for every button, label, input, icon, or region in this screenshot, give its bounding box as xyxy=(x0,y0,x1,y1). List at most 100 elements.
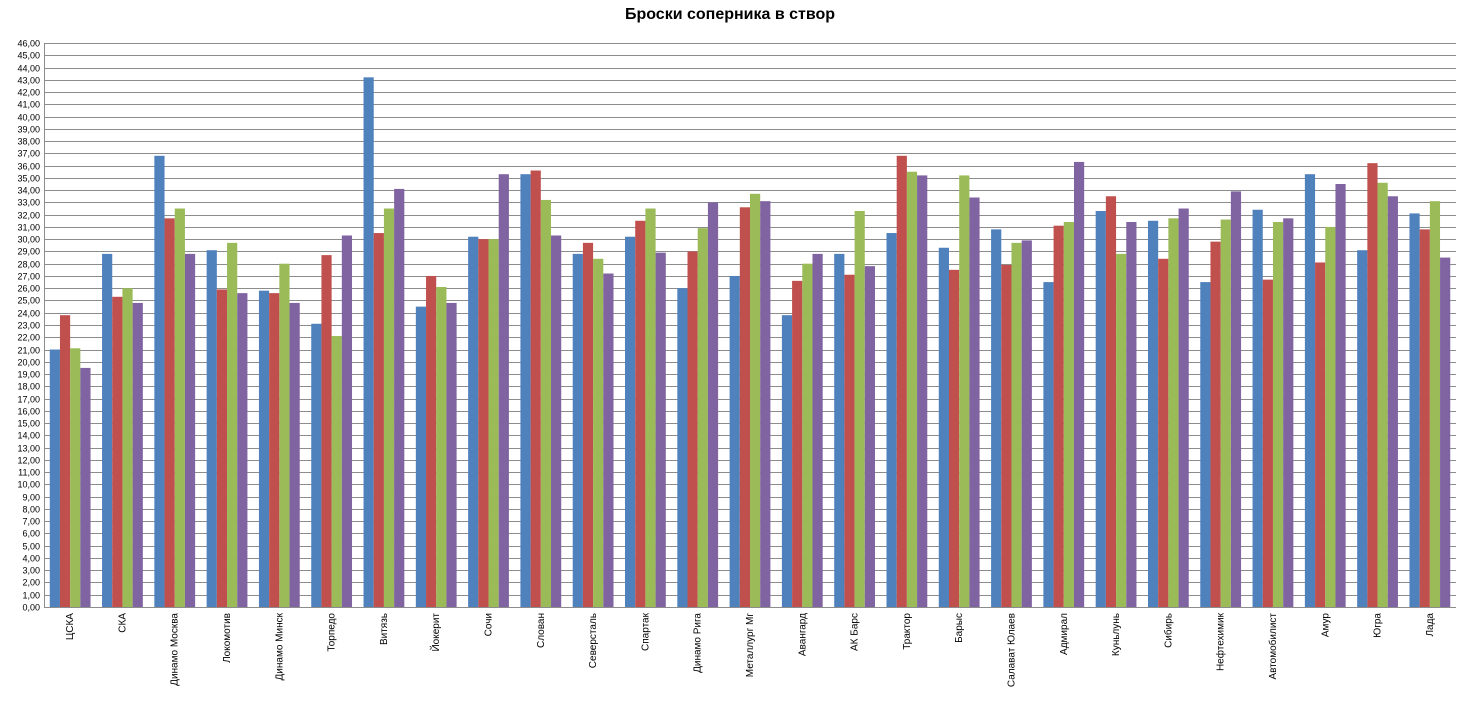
bar xyxy=(750,193,761,607)
x-category-label: Сочи xyxy=(484,613,495,636)
bar xyxy=(1126,222,1137,607)
bar xyxy=(1073,161,1085,608)
bar xyxy=(311,323,322,607)
bar xyxy=(834,253,845,607)
y-tick-label: 34,00 xyxy=(17,186,40,196)
bar xyxy=(1200,282,1211,607)
bar xyxy=(603,273,614,607)
bar xyxy=(854,210,865,607)
bar xyxy=(1262,279,1273,607)
bar xyxy=(530,170,541,607)
y-tick-label: 9,00 xyxy=(22,493,40,503)
y-tick-label: 44,00 xyxy=(17,64,40,74)
bar xyxy=(1409,213,1420,607)
bar xyxy=(383,208,395,608)
y-tick-label: 3,00 xyxy=(22,566,40,576)
bar xyxy=(593,258,604,607)
y-tick-label: 13,00 xyxy=(17,444,40,454)
bar xyxy=(572,253,583,607)
y-tick-label: 5,00 xyxy=(22,542,40,552)
bar xyxy=(436,286,447,607)
bar xyxy=(227,242,238,607)
y-tick-label: 25,00 xyxy=(17,296,40,306)
y-tick-label: 12,00 xyxy=(17,456,40,466)
bar xyxy=(331,336,342,607)
bar xyxy=(687,251,698,607)
bar xyxy=(1419,229,1430,607)
bar xyxy=(164,218,175,607)
bar xyxy=(59,315,71,607)
bar xyxy=(677,288,688,607)
bar xyxy=(697,228,708,607)
bar xyxy=(1105,196,1117,607)
bar xyxy=(1272,222,1284,607)
bar xyxy=(1429,201,1441,607)
bar xyxy=(1158,258,1169,607)
bar xyxy=(520,174,531,608)
y-tick-label: 43,00 xyxy=(17,76,40,86)
x-category-label: Динамо Москва xyxy=(170,613,181,686)
bar xyxy=(760,201,771,607)
bar xyxy=(906,171,918,607)
bar xyxy=(959,175,970,607)
bar xyxy=(1021,240,1032,607)
bar xyxy=(1252,209,1263,607)
bar xyxy=(1230,191,1242,608)
x-category-label: СКА xyxy=(117,613,128,633)
bar xyxy=(1053,225,1064,607)
bar xyxy=(154,155,165,608)
bar xyxy=(969,197,980,608)
bar xyxy=(258,290,270,607)
x-category-label: Сибирь xyxy=(1162,613,1174,648)
x-category-label: Лада xyxy=(1425,613,1436,637)
bar xyxy=(1011,242,1022,607)
bar xyxy=(886,233,897,608)
bar xyxy=(625,236,636,607)
bar xyxy=(1283,218,1294,607)
bar xyxy=(1116,253,1127,607)
y-tick-label: 23,00 xyxy=(17,321,40,331)
bar xyxy=(206,250,217,608)
x-category-label: Куньлунь xyxy=(1111,613,1122,656)
x-category-label: Автомобилист xyxy=(1267,613,1279,680)
x-category-label: Трактор xyxy=(902,613,913,650)
x-category-label: Динамо Рига xyxy=(693,613,704,673)
bar xyxy=(802,263,813,607)
x-category-label: Амур xyxy=(1320,613,1331,638)
bar xyxy=(792,280,803,607)
x-category-label: Торпедо xyxy=(327,613,338,652)
bar xyxy=(1335,184,1346,607)
x-category-label: Спартак xyxy=(640,612,651,651)
y-tick-label: 32,00 xyxy=(17,211,40,221)
bar xyxy=(415,306,427,607)
y-tick-label: 24,00 xyxy=(17,309,40,319)
bar xyxy=(488,239,499,607)
bar xyxy=(1387,196,1398,607)
bar xyxy=(551,235,562,607)
y-tick-label: 30,00 xyxy=(17,235,40,245)
bar xyxy=(1178,208,1189,608)
bar xyxy=(896,155,907,608)
x-category-label: Динамо Минск xyxy=(274,612,285,680)
y-tick-label: 0,00 xyxy=(22,603,40,613)
bar xyxy=(102,253,113,607)
bar xyxy=(112,296,123,607)
y-tick-label: 41,00 xyxy=(17,100,40,110)
bar xyxy=(1367,163,1378,607)
bar xyxy=(341,235,353,607)
y-tick-label: 7,00 xyxy=(22,517,40,527)
y-tick-label: 22,00 xyxy=(17,333,40,343)
y-tick-label: 11,00 xyxy=(18,468,40,478)
y-tick-label: 42,00 xyxy=(17,88,40,98)
y-tick-label: 17,00 xyxy=(17,395,40,405)
bar xyxy=(1001,264,1012,607)
bar xyxy=(1210,241,1221,607)
bar xyxy=(635,220,646,608)
y-tick-label: 36,00 xyxy=(17,162,40,172)
bar xyxy=(1043,282,1054,607)
bar xyxy=(216,289,228,607)
bar xyxy=(446,302,457,607)
bar xyxy=(1168,218,1179,607)
x-category-label: Югра xyxy=(1373,613,1384,638)
y-tick-label: 8,00 xyxy=(22,505,40,515)
